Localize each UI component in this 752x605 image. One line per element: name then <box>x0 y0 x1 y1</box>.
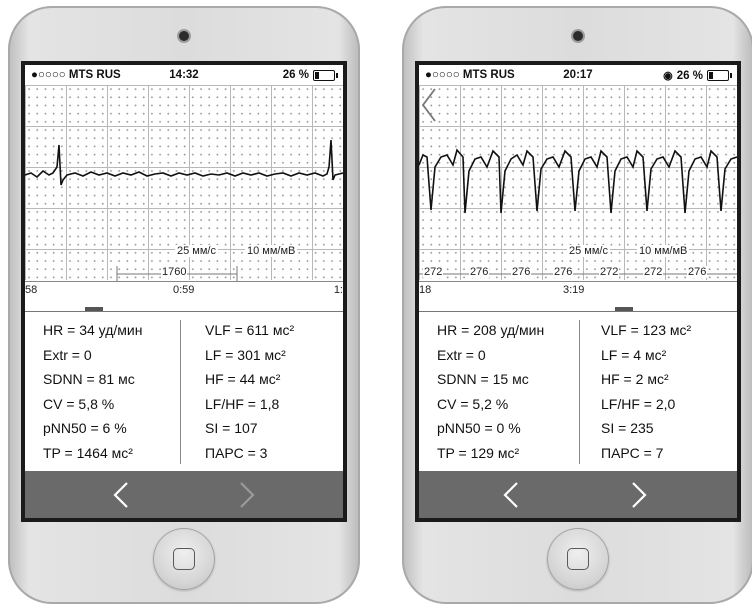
app-screen: ●○○○○ MTS RUS 20:17 ◉ 26 % 25 мм/с 10 мм… <box>419 65 737 518</box>
rr-interval-row: 272 276 276 276 272 272 276 <box>419 266 737 282</box>
timeline-scrollbar[interactable]: 18 3:19 <box>419 281 737 311</box>
carrier-label: ●○○○○ MTS RUS <box>425 69 515 81</box>
metric-extr: Extr = 0 <box>43 346 92 363</box>
timeline-end-label: 1: <box>333 284 343 296</box>
timeline-scrubber[interactable] <box>615 307 633 311</box>
metric-cv: CV = 5,8 % <box>43 395 115 412</box>
chevron-right-icon <box>240 481 255 508</box>
rr-interval-row: 1760 <box>25 266 343 282</box>
metric-lf-hf: LF/HF = 1,8 <box>205 395 280 412</box>
hrv-metrics-panel: HR = 34 уд/мин Extr = 0 SDNN = 81 мс CV … <box>25 311 343 470</box>
metric-vlf: VLF = 611 мс² <box>205 322 295 338</box>
front-camera <box>179 31 189 41</box>
metric-pars: ПАРС = 7 <box>601 444 664 461</box>
metric-hf: HF = 44 мс² <box>205 371 281 387</box>
metric-vlf: VLF = 123 мс² <box>601 322 692 338</box>
ecg-chart[interactable]: 25 мм/с 10 мм/мВ 1760 <box>25 85 343 282</box>
status-time: 14:32 <box>169 69 199 81</box>
previous-button[interactable] <box>481 471 541 518</box>
chevron-left-icon <box>503 481 518 508</box>
status-time: 20:17 <box>563 69 593 81</box>
carrier-label: ●○○○○ MTS RUS <box>31 69 121 81</box>
timeline-start-label: 18 <box>419 284 432 296</box>
metric-tp: TP = 129 мс² <box>437 444 520 461</box>
metric-lf-hf: LF/HF = 2,0 <box>601 395 676 412</box>
metric-extr: Extr = 0 <box>437 346 486 363</box>
metrics-left-column: HR = 34 уд/мин Extr = 0 SDNN = 81 мс CV … <box>43 318 142 465</box>
rr-interval-label: 276 <box>469 266 490 278</box>
rr-interval-label: 276 <box>553 266 574 278</box>
metric-hr: HR = 208 уд/мин <box>437 322 545 338</box>
previous-button[interactable] <box>91 471 151 518</box>
metrics-divider <box>180 320 181 464</box>
timeline-current-label: 0:59 <box>173 284 195 296</box>
screen: ●○○○○ MTS RUS 14:32 26 % 25 мм/с 10 мм/м… <box>21 61 347 522</box>
front-camera <box>573 31 583 41</box>
amplitude-scale-label: 10 мм/мВ <box>245 245 298 257</box>
speed-scale-label: 25 мм/с <box>175 245 218 257</box>
battery-percent: 26 % <box>282 69 309 81</box>
screen: ●○○○○ MTS RUS 20:17 ◉ 26 % 25 мм/с 10 мм… <box>415 61 741 522</box>
metric-pnn50: pNN50 = 6 % <box>43 420 127 436</box>
rr-interval-label: 272 <box>423 266 444 278</box>
metrics-right-column: VLF = 611 мс² LF = 301 мс² HF = 44 мс² L… <box>205 318 294 465</box>
timeline-scrubber[interactable] <box>85 307 103 311</box>
home-square-icon <box>567 548 589 570</box>
ecg-trace <box>419 148 737 214</box>
app-screen: ●○○○○ MTS RUS 14:32 26 % 25 мм/с 10 мм/м… <box>25 65 343 518</box>
rr-interval-label: 1760 <box>161 266 188 278</box>
status-bar: ●○○○○ MTS RUS 20:17 ◉ 26 % <box>419 65 737 85</box>
timeline-scrollbar[interactable]: 58 0:59 1: <box>25 281 343 311</box>
battery-percent: 26 % <box>676 69 703 82</box>
battery-icon <box>313 69 338 81</box>
bottom-nav-bar <box>419 471 737 518</box>
chevron-right-icon <box>632 481 647 508</box>
home-button[interactable] <box>153 528 215 590</box>
ecg-trace <box>25 139 343 186</box>
metric-sdnn: SDNN = 15 мс <box>437 371 529 387</box>
metric-hr: HR = 34 уд/мин <box>43 322 143 338</box>
phone-right: ●○○○○ MTS RUS 20:17 ◉ 26 % 25 мм/с 10 мм… <box>402 6 752 604</box>
rr-interval-label: 276 <box>511 266 532 278</box>
rr-interval-label: 272 <box>599 266 620 278</box>
metric-hf: HF = 2 мс² <box>601 371 669 387</box>
rr-interval-label: 276 <box>687 266 708 278</box>
metric-sdnn: SDNN = 81 мс <box>43 371 135 387</box>
metric-si: SI = 107 <box>205 420 258 436</box>
next-button[interactable] <box>609 471 669 518</box>
speed-scale-label: 25 мм/с <box>567 245 610 257</box>
rr-interval-label: 272 <box>643 266 664 278</box>
rotation-lock-icon: ◉ <box>663 70 673 82</box>
metric-lf: LF = 301 мс² <box>205 346 286 363</box>
bottom-nav-bar <box>25 471 343 518</box>
metric-si: SI = 235 <box>601 420 654 436</box>
hrv-metrics-panel: HR = 208 уд/мин Extr = 0 SDNN = 15 мс CV… <box>419 311 737 470</box>
metric-cv: CV = 5,2 % <box>437 395 509 412</box>
metric-tp: TP = 1464 мс² <box>43 444 133 461</box>
metric-pars: ПАРС = 3 <box>205 444 268 461</box>
metrics-left-column: HR = 208 уд/мин Extr = 0 SDNN = 15 мс CV… <box>437 318 544 465</box>
battery-icon <box>707 70 732 81</box>
metric-pnn50: pNN50 = 0 % <box>437 420 521 436</box>
timeline-current-label: 3:19 <box>563 284 585 296</box>
metrics-right-column: VLF = 123 мс² LF = 4 мс² HF = 2 мс² LF/H… <box>601 318 691 465</box>
home-square-icon <box>173 548 195 570</box>
back-button[interactable] <box>419 85 439 125</box>
ecg-chart[interactable]: 25 мм/с 10 мм/мВ 272 276 276 276 272 272… <box>419 85 737 280</box>
metric-lf: LF = 4 мс² <box>601 346 667 363</box>
next-button[interactable] <box>217 471 277 518</box>
home-button[interactable] <box>547 528 609 590</box>
chevron-left-icon <box>113 481 128 508</box>
phone-left: ●○○○○ MTS RUS 14:32 26 % 25 мм/с 10 мм/м… <box>8 6 360 604</box>
status-bar: ●○○○○ MTS RUS 14:32 26 % <box>25 65 343 85</box>
timeline-start-label: 58 <box>25 284 38 296</box>
amplitude-scale-label: 10 мм/мВ <box>637 245 690 257</box>
metrics-divider <box>579 320 580 464</box>
